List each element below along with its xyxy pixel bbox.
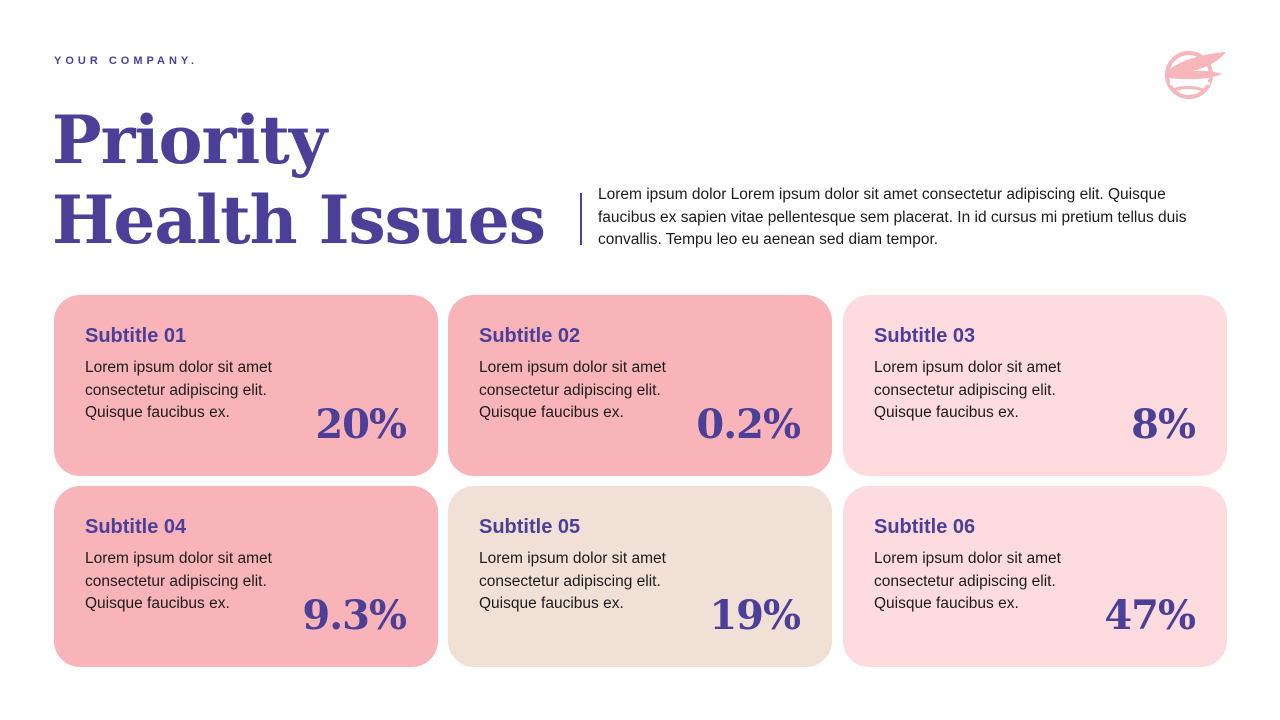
- card-description: Lorem ipsum dolor sit amet consectetur a…: [85, 550, 272, 612]
- wing-emblem-icon: [1165, 51, 1226, 99]
- card-percentage: 9.3%: [302, 592, 407, 639]
- card-percentage: 47%: [1104, 592, 1196, 639]
- card-subtitle: Subtitle 02: [479, 325, 581, 347]
- card-subtitle-04: Subtitle 04 Lorem ipsum dolor sit amet c…: [54, 486, 438, 667]
- page-title: Priority Health Issues: [52, 100, 546, 260]
- card-percentage: 8%: [1131, 401, 1196, 448]
- card-description: Lorem ipsum dolor sit amet consectetur a…: [479, 359, 666, 421]
- card-percentage: 0.2%: [696, 401, 801, 448]
- card-description: Lorem ipsum dolor sit amet consectetur a…: [874, 550, 1061, 612]
- card-description: Lorem ipsum dolor sit amet consectetur a…: [874, 359, 1061, 421]
- card-description: Lorem ipsum dolor sit amet consectetur a…: [85, 359, 272, 421]
- intro-divider: [580, 193, 582, 245]
- card-subtitle: Subtitle 05: [479, 516, 581, 538]
- card-description: Lorem ipsum dolor sit amet consectetur a…: [479, 550, 666, 612]
- card-subtitle-06: Subtitle 06 Lorem ipsum dolor sit amet c…: [843, 486, 1227, 667]
- card-subtitle-03: Subtitle 03 Lorem ipsum dolor sit amet c…: [843, 295, 1227, 476]
- card-subtitle: Subtitle 01: [85, 325, 187, 347]
- card-subtitle-01: Subtitle 01 Lorem ipsum dolor sit amet c…: [54, 295, 438, 476]
- card-percentage: 20%: [315, 401, 407, 448]
- card-subtitle-02: Subtitle 02 Lorem ipsum dolor sit amet c…: [448, 295, 832, 476]
- intro-text: Lorem ipsum dolor Lorem ipsum dolor sit …: [598, 186, 1187, 248]
- company-name: YOUR COMPANY.: [54, 55, 199, 67]
- page-title-line-2: Health Issues: [52, 181, 546, 259]
- card-subtitle: Subtitle 03: [874, 325, 976, 347]
- card-subtitle: Subtitle 04: [85, 516, 187, 538]
- page-title-line-1: Priority: [52, 101, 327, 179]
- card-subtitle-05: Subtitle 05 Lorem ipsum dolor sit amet c…: [448, 486, 832, 667]
- card-subtitle: Subtitle 06: [874, 516, 976, 538]
- card-percentage: 19%: [709, 592, 801, 639]
